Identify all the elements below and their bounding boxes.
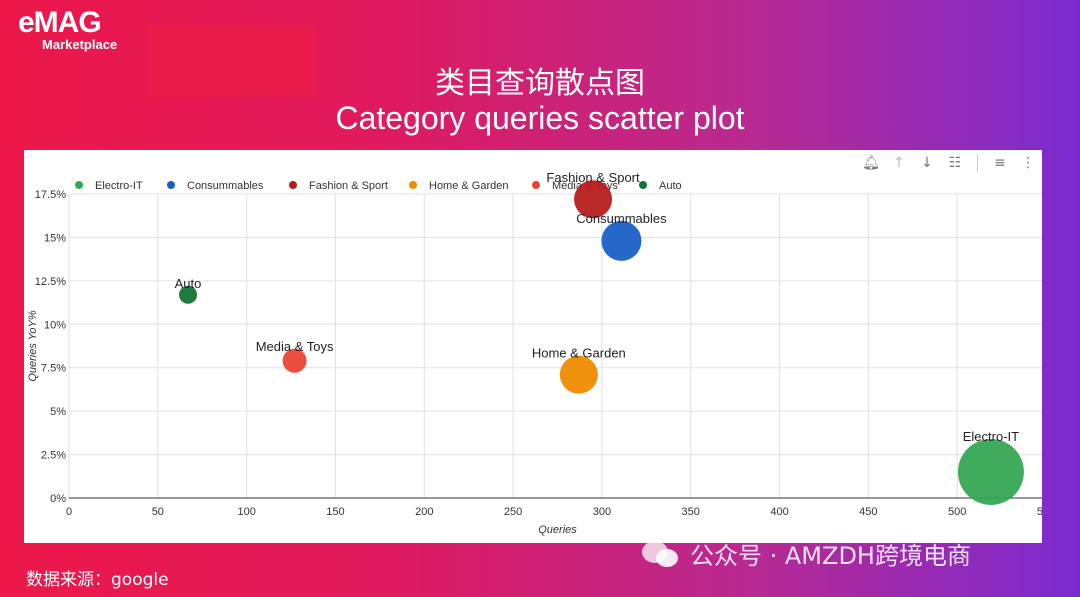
y-tick-label: 2.5% <box>41 450 66 462</box>
y-tick-label: 17.5% <box>35 189 66 201</box>
y-tick-label: 5% <box>50 406 66 418</box>
toolbar-divider <box>977 154 978 172</box>
arrow-down-icon[interactable]: ↓ <box>921 155 933 171</box>
data-point <box>179 285 198 304</box>
x-tick-label: 250 <box>504 506 522 518</box>
logo-sub: Marketplace <box>42 37 118 52</box>
legend-marker <box>289 181 297 189</box>
y-tick-label: 7.5% <box>41 363 66 375</box>
x-tick-label: 450 <box>859 506 877 518</box>
chart-panel: 🔔︎ ↑ ↓ ☷ ≡ ⋮ 0 50 100 150 200 250 300 350 400 450… <box>24 150 1042 543</box>
chart-toolbar: 🔔︎ ↑ ↓ ☷ ≡ ⋮ <box>857 152 1042 174</box>
x-tick-label: 500 <box>948 506 966 518</box>
legend-marker <box>639 181 647 189</box>
logo-brand: eMAG <box>18 6 102 39</box>
x-tick-label: 50 <box>152 506 164 518</box>
decorative-block <box>148 25 315 97</box>
x-tick-label: 400 <box>770 506 788 518</box>
bell-plus-icon[interactable]: 🔔︎ <box>862 155 880 171</box>
x-tick-label: 550 <box>1037 506 1042 518</box>
data-label: Auto <box>175 276 202 291</box>
legend-label: Auto <box>659 180 682 192</box>
data-label: Electro-IT <box>963 429 1019 444</box>
x-tick-label: 0 <box>66 506 72 518</box>
y-axis-title: Queries YoY% <box>27 310 39 382</box>
x-tick-label: 350 <box>682 506 700 518</box>
legend-label: Fashion & Sport <box>309 180 388 192</box>
arrow-up-icon[interactable]: ↑ <box>893 155 905 171</box>
x-tick-label: 100 <box>237 506 255 518</box>
legend-label: Home & Garden <box>429 180 508 192</box>
x-tick-label: 200 <box>415 506 433 518</box>
tune-icon[interactable]: ☷ <box>948 155 962 171</box>
watermark: 公众号 · AMZDH跨境电商 <box>642 536 971 571</box>
legend-marker <box>532 181 540 189</box>
data-point <box>574 180 613 219</box>
y-tick-label: 15% <box>44 232 66 244</box>
page-title-en: Category queries scatter plot <box>335 100 745 136</box>
y-tick-label: 0% <box>50 493 66 505</box>
data-point <box>282 348 307 373</box>
x-tick-label: 300 <box>593 506 611 518</box>
filter-icon[interactable]: ≡ <box>994 155 1006 171</box>
data-point <box>559 355 598 394</box>
y-tick-label: 10% <box>44 319 66 331</box>
data-point <box>601 220 642 261</box>
emag-logo: eMAG Marketplace <box>18 8 117 52</box>
legend-marker <box>167 181 175 189</box>
data-point <box>957 438 1024 505</box>
legend-marker <box>409 181 417 189</box>
y-tick-label: 12.5% <box>35 276 66 288</box>
wechat-icon <box>642 539 682 569</box>
data-label: Fashion & Sport <box>546 170 640 185</box>
data-label: Home & Garden <box>532 346 626 361</box>
data-label: Media & Toys <box>256 339 334 354</box>
page-title-zh: 类目查询散点图 <box>435 66 645 101</box>
watermark-text: 公众号 · AMZDH跨境电商 <box>690 542 971 570</box>
more-vert-icon[interactable]: ⋮ <box>1021 155 1035 171</box>
data-label: Consummables <box>576 211 667 226</box>
scatter-chart: 0 50 100 150 200 250 300 350 400 450 500 550 0% 2.5% 5… <box>27 170 1042 536</box>
legend-marker <box>75 181 83 189</box>
legend-label: Consummables <box>187 180 264 192</box>
x-tick-label: 150 <box>326 506 344 518</box>
legend-label: Electro-IT <box>95 180 143 192</box>
x-axis-title: Queries <box>538 524 577 536</box>
data-source: 数据来源：google <box>26 570 169 590</box>
